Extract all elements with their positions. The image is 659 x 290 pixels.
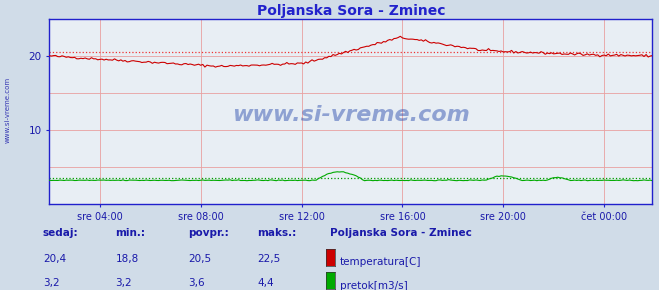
Text: www.si-vreme.com: www.si-vreme.com: [5, 77, 11, 143]
Text: 20,5: 20,5: [188, 254, 211, 264]
Text: 3,6: 3,6: [188, 278, 204, 288]
Text: 22,5: 22,5: [257, 254, 280, 264]
Text: 20,4: 20,4: [43, 254, 66, 264]
Text: 3,2: 3,2: [115, 278, 132, 288]
Text: 18,8: 18,8: [115, 254, 138, 264]
Title: Poljanska Sora - Zminec: Poljanska Sora - Zminec: [256, 4, 445, 18]
Text: 3,2: 3,2: [43, 278, 59, 288]
Text: 4,4: 4,4: [257, 278, 273, 288]
Text: min.:: min.:: [115, 228, 146, 238]
Text: sedaj:: sedaj:: [43, 228, 78, 238]
Text: povpr.:: povpr.:: [188, 228, 229, 238]
Text: maks.:: maks.:: [257, 228, 297, 238]
Text: pretok[m3/s]: pretok[m3/s]: [340, 281, 408, 290]
Text: Poljanska Sora - Zminec: Poljanska Sora - Zminec: [330, 228, 471, 238]
Text: temperatura[C]: temperatura[C]: [340, 258, 422, 267]
Text: www.si-vreme.com: www.si-vreme.com: [232, 105, 470, 125]
